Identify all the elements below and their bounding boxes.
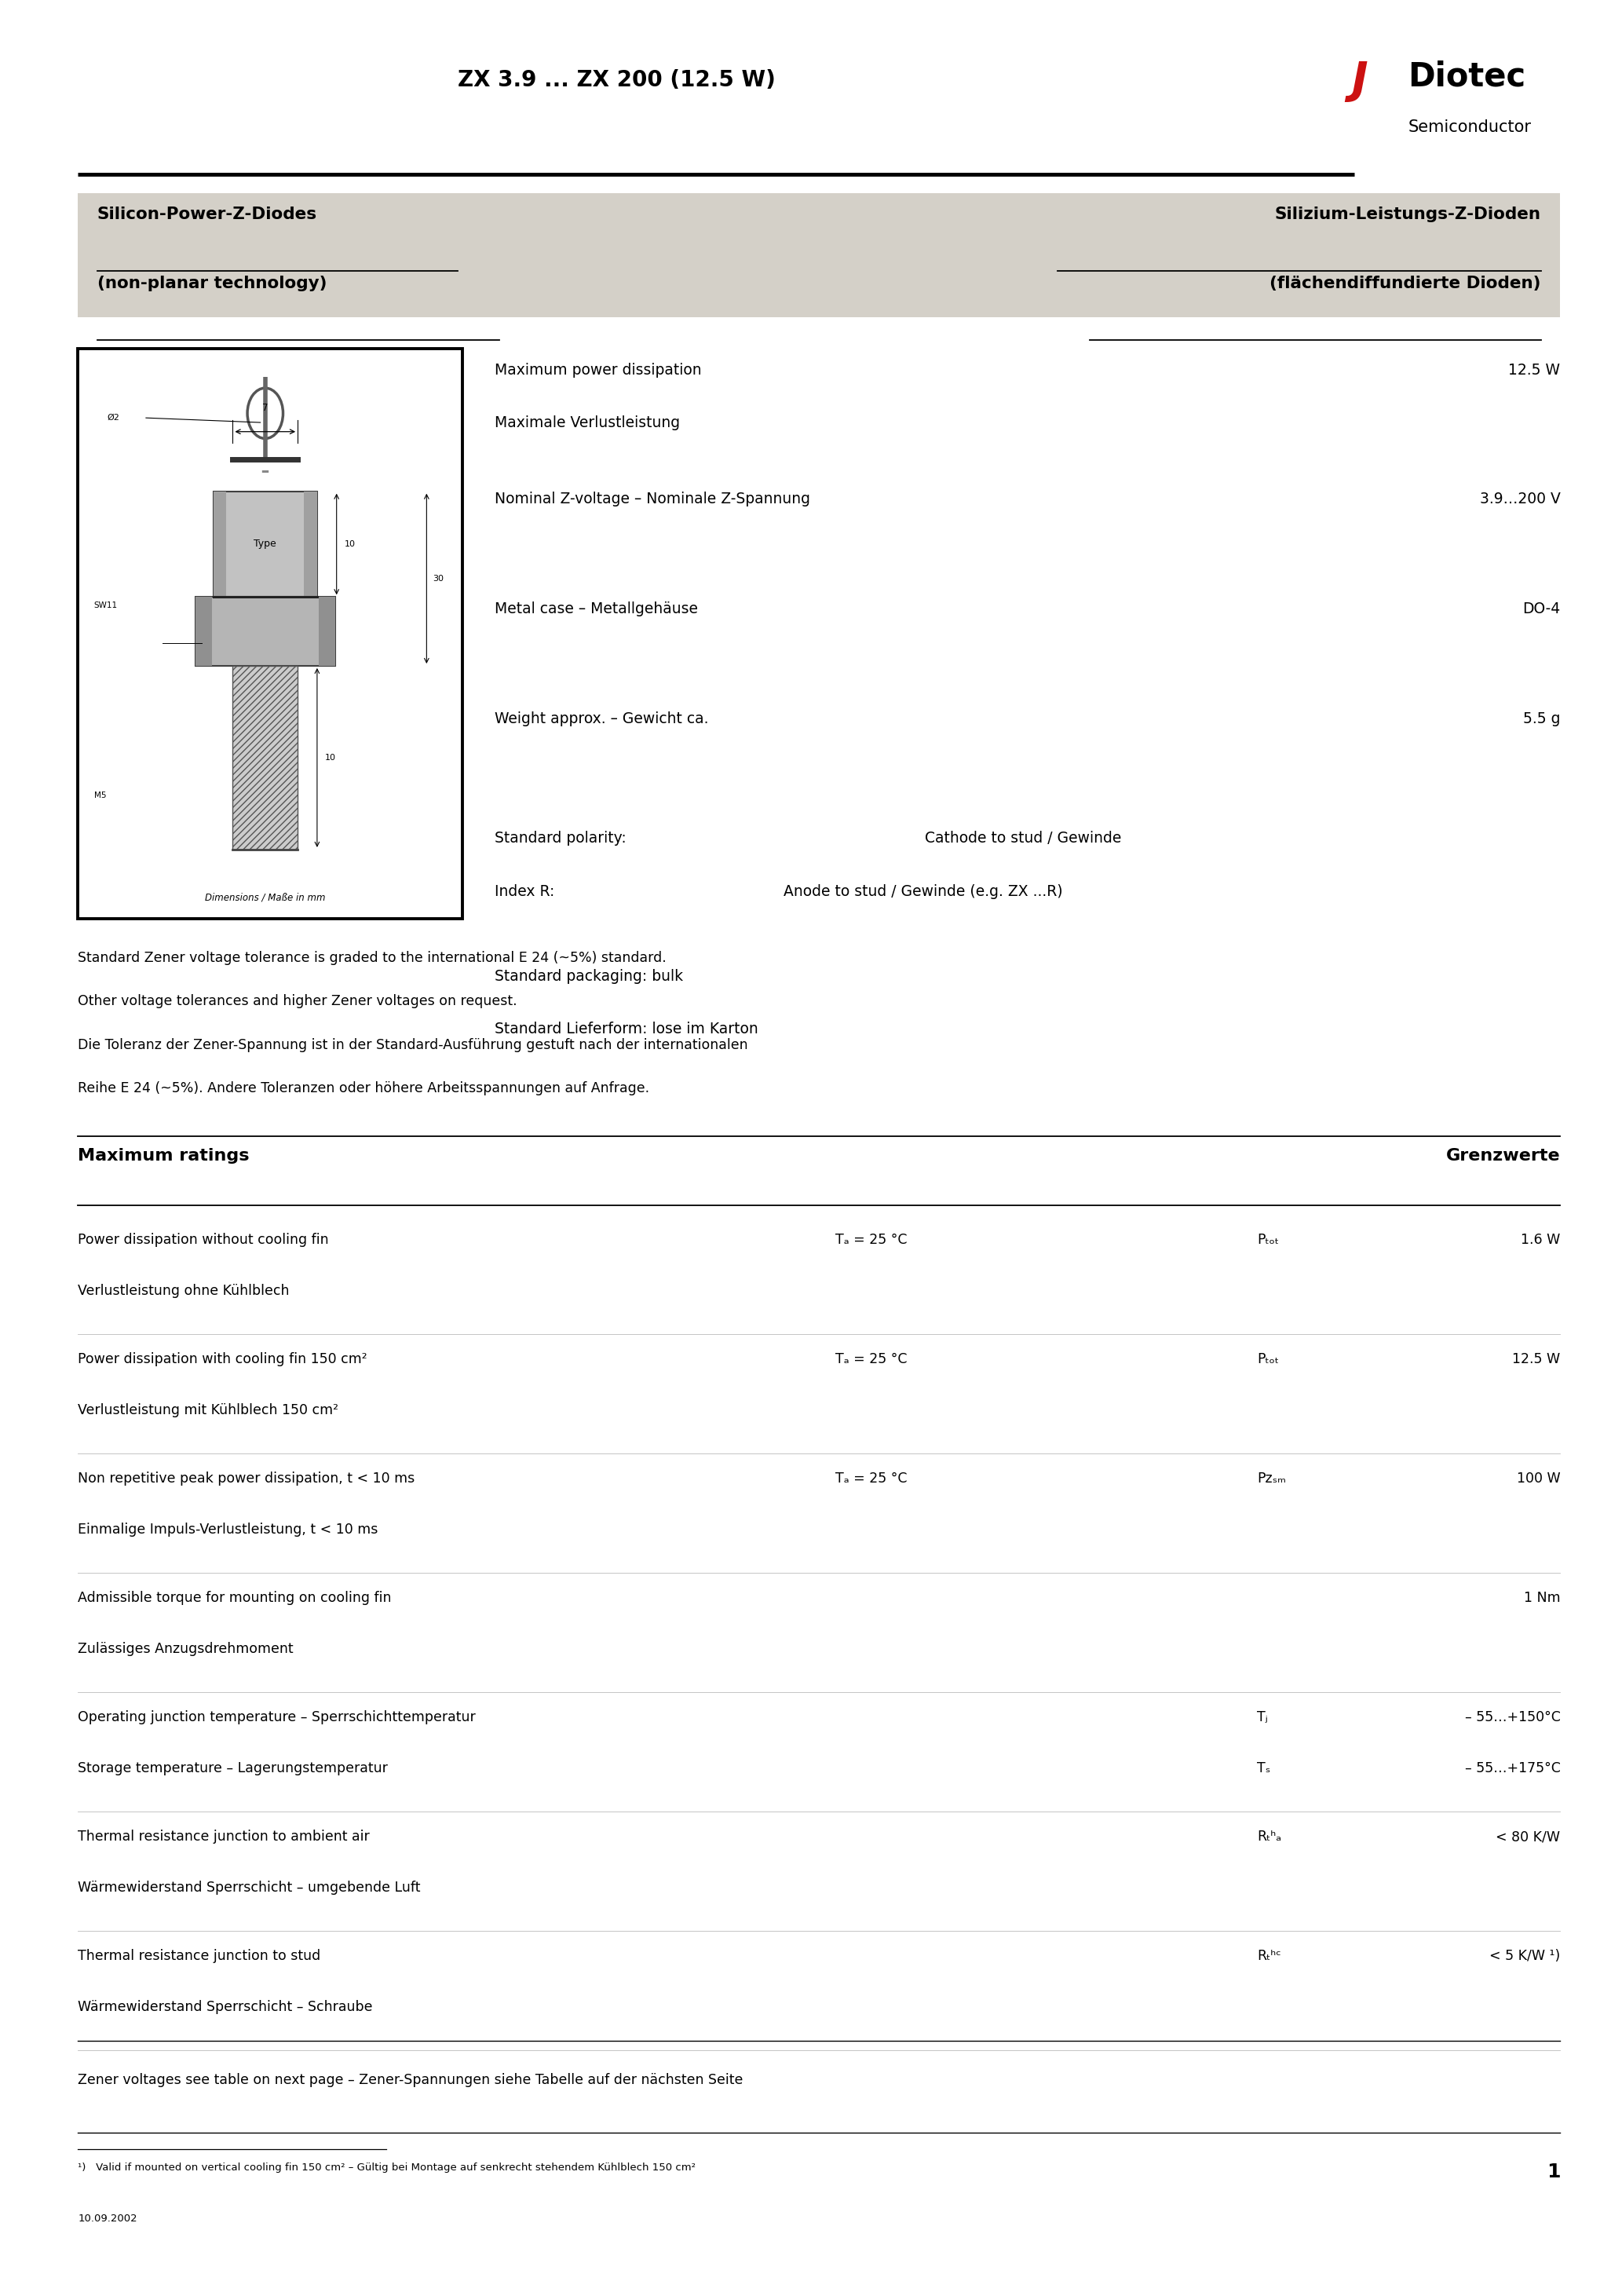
Text: 5.5 g: 5.5 g <box>1523 712 1560 726</box>
Text: 1.6 W: 1.6 W <box>1521 1233 1560 1247</box>
Text: Tₐ = 25 °C: Tₐ = 25 °C <box>835 1472 907 1486</box>
Text: J: J <box>1351 60 1367 101</box>
Text: Wärmewiderstand Sperrschicht – umgebende Luft: Wärmewiderstand Sperrschicht – umgebende… <box>78 1880 420 1894</box>
Text: Standard Zener voltage tolerance is graded to the international E 24 (~5%) stand: Standard Zener voltage tolerance is grad… <box>78 951 667 964</box>
Text: (flächendiffundierte Dioden): (flächendiffundierte Dioden) <box>1270 276 1541 292</box>
Text: Thermal resistance junction to ambient air: Thermal resistance junction to ambient a… <box>78 1830 370 1844</box>
Bar <box>78 349 462 918</box>
Text: Non repetitive peak power dissipation, t < 10 ms: Non repetitive peak power dissipation, t… <box>78 1472 415 1486</box>
Text: Tₐ = 25 °C: Tₐ = 25 °C <box>835 1233 907 1247</box>
Text: Standard Lieferform: lose im Karton: Standard Lieferform: lose im Karton <box>495 1022 759 1035</box>
Text: Maximum ratings: Maximum ratings <box>78 1148 250 1164</box>
Text: ¹)   Valid if mounted on vertical cooling fin 150 cm² – Gültig bei Montage auf s: ¹) Valid if mounted on vertical cooling … <box>78 2163 696 2172</box>
Text: (non-planar technology): (non-planar technology) <box>97 276 328 292</box>
Text: Metal case – Metallgehäuse: Metal case – Metallgehäuse <box>495 602 697 615</box>
Text: Diotec: Diotec <box>1408 60 1526 92</box>
Text: Type: Type <box>255 540 276 549</box>
Text: Maximale Verlustleistung: Maximale Verlustleistung <box>495 416 680 429</box>
Text: Cathode to stud / Gewinde: Cathode to stud / Gewinde <box>925 831 1121 845</box>
Bar <box>195 597 334 666</box>
Text: Thermal resistance junction to stud: Thermal resistance junction to stud <box>78 1949 321 1963</box>
Text: Verlustleistung ohne Kühlblech: Verlustleistung ohne Kühlblech <box>78 1283 289 1297</box>
Text: Standard polarity:: Standard polarity: <box>495 831 626 845</box>
Text: Die Toleranz der Zener-Spannung ist in der Standard-Ausführung gestuft nach der : Die Toleranz der Zener-Spannung ist in d… <box>78 1038 748 1052</box>
Text: Grenzwerte: Grenzwerte <box>1447 1148 1560 1164</box>
Bar <box>318 597 334 666</box>
Bar <box>195 597 211 666</box>
Text: DO-4: DO-4 <box>1523 602 1560 615</box>
Text: Pₜₒₜ: Pₜₒₜ <box>1257 1352 1280 1366</box>
Text: Standard packaging: bulk: Standard packaging: bulk <box>495 969 683 983</box>
Text: Pₜₒₜ: Pₜₒₜ <box>1257 1233 1280 1247</box>
Text: 10: 10 <box>344 540 355 549</box>
Text: Weight approx. – Gewicht ca.: Weight approx. – Gewicht ca. <box>495 712 709 726</box>
Text: Tⱼ: Tⱼ <box>1257 1711 1268 1724</box>
Text: Silizium-Leistungs-Z-Dioden: Silizium-Leistungs-Z-Dioden <box>1275 207 1541 223</box>
Text: Other voltage tolerances and higher Zener voltages on request.: Other voltage tolerances and higher Zene… <box>78 994 517 1008</box>
Text: 10.09.2002: 10.09.2002 <box>78 2213 138 2223</box>
Text: Admissible torque for mounting on cooling fin: Admissible torque for mounting on coolin… <box>78 1591 391 1605</box>
Text: Pᴢₛₘ: Pᴢₛₘ <box>1257 1472 1286 1486</box>
Text: 30: 30 <box>433 574 444 583</box>
Bar <box>212 491 227 597</box>
Text: 12.5 W: 12.5 W <box>1508 363 1560 377</box>
Text: < 80 K/W: < 80 K/W <box>1495 1830 1560 1844</box>
Text: SW11: SW11 <box>94 602 118 608</box>
Text: 1: 1 <box>1547 2163 1560 2181</box>
Text: 3.9…200 V: 3.9…200 V <box>1479 491 1560 505</box>
Text: 1 Nm: 1 Nm <box>1523 1591 1560 1605</box>
Text: < 5 K/W ¹): < 5 K/W ¹) <box>1489 1949 1560 1963</box>
Text: – 55…+175°C: – 55…+175°C <box>1465 1761 1560 1775</box>
Text: ZX 3.9 ... ZX 200 (12.5 W): ZX 3.9 ... ZX 200 (12.5 W) <box>457 69 775 92</box>
Text: 12.5 W: 12.5 W <box>1512 1352 1560 1366</box>
Text: Power dissipation with cooling fin 150 cm²: Power dissipation with cooling fin 150 c… <box>78 1352 367 1366</box>
Text: Rₜʰₐ: Rₜʰₐ <box>1257 1830 1281 1844</box>
Text: Tₐ = 25 °C: Tₐ = 25 °C <box>835 1352 907 1366</box>
Bar <box>303 491 316 597</box>
Text: Anode to stud / Gewinde (e.g. ZX ...R): Anode to stud / Gewinde (e.g. ZX ...R) <box>783 884 1062 898</box>
Text: Tₛ: Tₛ <box>1257 1761 1270 1775</box>
Text: 7: 7 <box>263 404 268 413</box>
Bar <box>212 491 316 597</box>
Text: Maximum power dissipation: Maximum power dissipation <box>495 363 702 377</box>
Text: Power dissipation without cooling fin: Power dissipation without cooling fin <box>78 1233 329 1247</box>
Text: Silicon-Power-Z-Diodes: Silicon-Power-Z-Diodes <box>97 207 318 223</box>
Bar <box>234 666 298 850</box>
Text: M5: M5 <box>94 792 107 799</box>
Text: Wärmewiderstand Sperrschicht – Schraube: Wärmewiderstand Sperrschicht – Schraube <box>78 2000 373 2014</box>
Text: Einmalige Impuls-Verlustleistung, t < 10 ms: Einmalige Impuls-Verlustleistung, t < 10… <box>78 1522 378 1536</box>
Text: Nominal Z-voltage – Nominale Z-Spannung: Nominal Z-voltage – Nominale Z-Spannung <box>495 491 811 505</box>
Text: 100 W: 100 W <box>1517 1472 1560 1486</box>
Bar <box>78 193 1560 317</box>
Text: Index R:: Index R: <box>495 884 555 898</box>
Text: Dimensions / Maße in mm: Dimensions / Maße in mm <box>204 893 326 902</box>
Text: Storage temperature – Lagerungstemperatur: Storage temperature – Lagerungstemperatu… <box>78 1761 388 1775</box>
Text: Operating junction temperature – Sperrschichttemperatur: Operating junction temperature – Sperrsc… <box>78 1711 475 1724</box>
Text: Rₜʰᶜ: Rₜʰᶜ <box>1257 1949 1281 1963</box>
Text: Reihe E 24 (~5%). Andere Toleranzen oder höhere Arbeitsspannungen auf Anfrage.: Reihe E 24 (~5%). Andere Toleranzen oder… <box>78 1081 649 1095</box>
Text: Zulässiges Anzugsdrehmoment: Zulässiges Anzugsdrehmoment <box>78 1642 294 1655</box>
Text: Semiconductor: Semiconductor <box>1408 119 1531 135</box>
Text: – 55…+150°C: – 55…+150°C <box>1465 1711 1560 1724</box>
Text: Ø2: Ø2 <box>107 413 120 422</box>
Text: Zener voltages see table on next page – Zener-Spannungen siehe Tabelle auf der n: Zener voltages see table on next page – … <box>78 2073 743 2087</box>
Text: Verlustleistung mit Kühlblech 150 cm²: Verlustleistung mit Kühlblech 150 cm² <box>78 1403 339 1417</box>
Text: 10: 10 <box>324 753 336 762</box>
